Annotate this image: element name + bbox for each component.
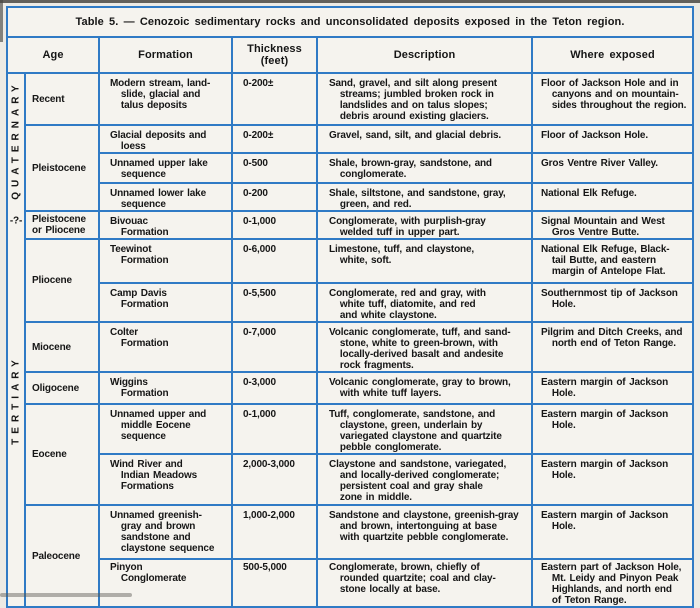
age-cell: Pliocene [24, 238, 100, 323]
where-exposed-cell: Signal Mountain and West Gros Ventre But… [531, 210, 694, 240]
table-row: Pleistocene or Pliocene Bivouac Formatio… [7, 210, 694, 240]
description-cell: Volcanic conglomerate, tuff, and sand- s… [316, 321, 533, 373]
column-header-thickness: Thickness (feet) [231, 36, 318, 74]
where-exposed-cell: Pilgrim and Ditch Creeks, and north end … [531, 321, 694, 373]
age-cell: Pleistocene or Pliocene [24, 210, 100, 240]
column-header-age: Age [6, 36, 100, 74]
age-cell: Recent [24, 72, 100, 126]
formation-cell: Camp Davis Formation [98, 282, 233, 323]
thickness-cell: 0-5,500 [231, 282, 318, 323]
where-exposed-cell: Eastern margin of Jackson Hole. [531, 403, 694, 455]
where-exposed-cell: Floor of Jackson Hole. [531, 124, 694, 154]
thickness-cell: 0-7,000 [231, 321, 318, 373]
where-exposed-cell: Gros Ventre River Valley. [531, 152, 694, 184]
formation-cell: Colter Formation [98, 321, 233, 373]
formation-cell: Wiggins Formation [98, 371, 233, 405]
age-cell: Paleocene [24, 504, 100, 608]
table-row: Pleistocene Glacial deposits and loess 0… [7, 124, 694, 212]
table-row: Oligocene Wiggins Formation 0-3,000 Volc… [7, 371, 694, 405]
formation-cell: Modern stream, land- slide, glacial and … [98, 72, 233, 126]
description-cell: Shale, brown-gray, sandstone, and conglo… [316, 152, 533, 184]
formation-cell: Unnamed lower lake sequence [98, 182, 233, 212]
table-row: Pliocene Teewinot Formation 0-6,000 Lime… [7, 238, 694, 323]
age-cell: Oligocene [24, 371, 100, 405]
era-boundary-query-mark: -?- [9, 215, 23, 227]
age-cell: Pleistocene [24, 124, 100, 212]
table-row: QUATERNARY -?- TERTIARY Recent Modern st… [6, 72, 694, 608]
scan-edge-top [0, 0, 700, 3]
column-header-where-exposed: Where exposed [531, 36, 694, 74]
thickness-cell: 500-5,000 [231, 558, 318, 608]
table-row: Unnamed lower lake sequence 0-200 Shale,… [7, 182, 694, 212]
age-cell: Miocene [24, 321, 100, 373]
formation-cell: Wind River and Indian Meadows Formations [98, 453, 233, 506]
thickness-cell: 0-200± [231, 72, 318, 126]
where-exposed-cell: Southernmost tip of Jackson Hole. [531, 282, 694, 323]
thickness-cell: 0-500 [231, 152, 318, 184]
description-cell: Conglomerate, red and gray, with white t… [316, 282, 533, 323]
description-cell: Shale, siltstone, and sandstone, gray, g… [316, 182, 533, 212]
description-cell: Claystone and sandstone, variegated, and… [316, 453, 533, 506]
table-row: Eocene Unnamed upper and middle Eocene s… [7, 403, 694, 506]
where-exposed-cell: Eastern margin of Jackson Hole. [531, 504, 694, 560]
formation-cell: Bivouac Formation [98, 210, 233, 240]
thickness-cell: 0-1,000 [231, 210, 318, 240]
table-row: Miocene Colter Formation 0-7,000 Volcani… [7, 321, 694, 373]
column-header-formation: Formation [98, 36, 233, 74]
thickness-cell: 0-6,000 [231, 238, 318, 284]
thickness-cell: 0-3,000 [231, 371, 318, 405]
thickness-cell: 0-200 [231, 182, 318, 212]
description-cell: Sand, gravel, and silt along present str… [316, 72, 533, 126]
description-cell: Gravel, sand, silt, and glacial debris. [316, 124, 533, 154]
column-header-description: Description [316, 36, 533, 74]
formation-cell: Unnamed upper lake sequence [98, 152, 233, 184]
table-row: Camp Davis Formation 0-5,500 Conglomerat… [7, 282, 694, 323]
age-cell: Eocene [24, 403, 100, 506]
scanned-table-sheet: Table 5. — Cenozoic sedimentary rocks an… [6, 6, 694, 608]
era-strip-column: QUATERNARY -?- TERTIARY [6, 72, 26, 608]
era-label-quaternary: QUATERNARY [10, 80, 22, 200]
description-cell: Limestone, tuff, and claystone, white, s… [316, 238, 533, 284]
where-exposed-cell: Floor of Jackson Hole and in canyons and… [531, 72, 694, 126]
scan-smudge-bottom-left [0, 593, 132, 597]
description-cell: Sandstone and claystone, greenish-gray a… [316, 504, 533, 560]
description-cell: Conglomerate, with purplish-gray welded … [316, 210, 533, 240]
thickness-cell: 2,000-3,000 [231, 453, 318, 506]
thickness-cell: 0-200± [231, 124, 318, 154]
header-row: Age Formation Thickness (feet) Descripti… [6, 36, 694, 74]
formation-cell: Glacial deposits and loess [98, 124, 233, 154]
stratigraphy-table: Age Formation Thickness (feet) Descripti… [6, 36, 694, 608]
scan-edge-left [0, 0, 3, 42]
formation-cell: Teewinot Formation [98, 238, 233, 284]
where-exposed-cell: Eastern margin of Jackson Hole. [531, 453, 694, 506]
era-label-tertiary: TERTIARY [10, 355, 22, 445]
table-row: Wind River and Indian Meadows Formations… [7, 453, 694, 506]
table-row: Pinyon Conglomerate 500-5,000 Conglomera… [7, 558, 694, 608]
formation-cell: Pinyon Conglomerate [98, 558, 233, 608]
description-cell: Tuff, conglomerate, sandstone, and clays… [316, 403, 533, 455]
thickness-cell: 0-1,000 [231, 403, 318, 455]
where-exposed-cell: National Elk Refuge, Black- tail Butte, … [531, 238, 694, 284]
table-row: Unnamed upper lake sequence 0-500 Shale,… [7, 152, 694, 184]
description-cell: Conglomerate, brown, chiefly of rounded … [316, 558, 533, 608]
description-cell: Volcanic conglomerate, gray to brown, wi… [316, 371, 533, 405]
thickness-cell: 1,000-2,000 [231, 504, 318, 560]
table-title: Table 5. — Cenozoic sedimentary rocks an… [6, 6, 694, 36]
where-exposed-cell: National Elk Refuge. [531, 182, 694, 212]
table-row: Paleocene Unnamed greenish- gray and bro… [7, 504, 694, 608]
formation-cell: Unnamed greenish- gray and brown sandsto… [98, 504, 233, 560]
formation-cell: Unnamed upper and middle Eocene sequence [98, 403, 233, 455]
where-exposed-cell: Eastern part of Jackson Hole, Mt. Leidy … [531, 558, 694, 608]
where-exposed-cell: Eastern margin of Jackson Hole. [531, 371, 694, 405]
